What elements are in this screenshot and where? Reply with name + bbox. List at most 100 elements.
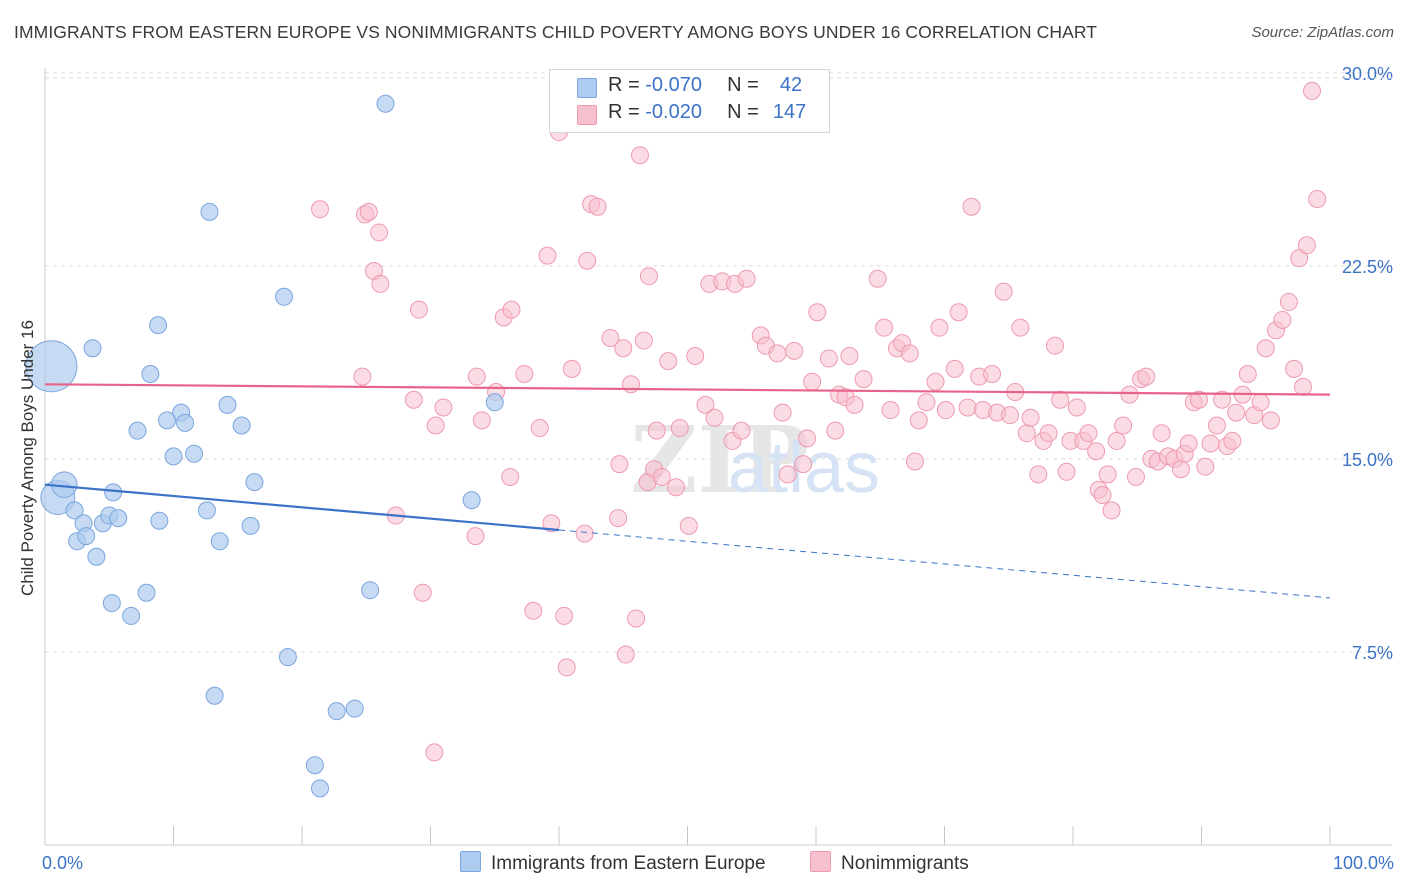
nonimmigrant-point: [737, 269, 756, 288]
nonimmigrant-point: [1223, 431, 1242, 450]
nonimmigrant-point: [1057, 462, 1076, 481]
nonimmigrant-point: [538, 246, 557, 265]
nonimmigrant-point: [1126, 467, 1145, 486]
nonimmigrant-point: [578, 251, 597, 270]
nonimmigrant-point: [705, 408, 724, 427]
nonimmigrant-point: [1285, 359, 1304, 378]
nonimmigrant-point: [659, 352, 678, 371]
nonimmigrant-point: [819, 349, 838, 368]
immigrant-point: [241, 516, 260, 535]
nonimmigrant-point: [983, 365, 1002, 383]
nonimmigrant-point: [515, 365, 534, 383]
nonimmigrant-point: [1308, 189, 1327, 208]
nonimmigrant-point: [840, 346, 859, 365]
nonimmigrant-point: [359, 202, 378, 221]
nonimmigrant-point: [1171, 460, 1190, 479]
immigrant-point: [77, 527, 96, 546]
immigrant-point: [462, 491, 481, 510]
nonimmigrant-point: [1261, 411, 1280, 430]
nonimmigrant-point: [1196, 457, 1215, 476]
nonimmigrant-point: [614, 339, 633, 358]
nonimmigrant-point: [501, 467, 520, 486]
nonimmigrant-point: [962, 197, 981, 216]
immigrant-point: [305, 756, 324, 775]
nonimmigrant-point: [310, 200, 329, 219]
legend-n-value: 42: [779, 74, 803, 96]
nonimmigrant-point: [639, 267, 658, 286]
immigrant-point: [176, 413, 195, 432]
immigrant-point: [275, 287, 294, 306]
nonimmigrant-point: [875, 318, 894, 337]
nonimmigrant-point: [425, 743, 444, 762]
nonimmigrant-point: [686, 346, 705, 365]
nonimmigrant-point: [555, 606, 574, 625]
nonimmigrant-point: [845, 395, 864, 414]
nonimmigrant-point: [426, 416, 445, 435]
nonimmigrant-point: [652, 467, 671, 486]
immigrant-point: [87, 547, 106, 566]
nonimmigrant-point: [936, 401, 955, 420]
immigrant-point: [200, 202, 219, 221]
legend-r-label: R =: [608, 74, 640, 96]
nonimmigrant-point: [634, 331, 653, 350]
nonimmigrant-point: [371, 274, 390, 293]
nonimmigrant-point: [666, 478, 685, 497]
nonimmigrant-point: [588, 197, 607, 216]
nonimmigrant-point: [1046, 336, 1065, 355]
nonimmigrant-point: [917, 393, 936, 412]
nonimmigrant-point: [467, 367, 486, 386]
legend-item-nonimmigrants: Nonimmigrants: [810, 851, 969, 875]
immigrant-point: [245, 473, 264, 492]
nonimmigrant-point: [803, 372, 822, 391]
nonimmigrant-point: [1107, 431, 1126, 450]
legend-swatch-blue: [577, 78, 597, 98]
immigrant-point: [104, 483, 123, 502]
immigrant-point: [327, 702, 346, 721]
legend-swatch-pink: [810, 851, 831, 872]
immigrant-point: [128, 421, 147, 440]
nonimmigrant-point: [798, 429, 817, 448]
immigrant-point: [278, 648, 297, 667]
legend-r-label: R =: [608, 101, 640, 123]
nonimmigrant-point: [601, 328, 620, 347]
legend-r-value: -0.020: [645, 101, 702, 123]
immigrant-point: [197, 501, 216, 520]
nonimmigrant-point: [868, 269, 887, 288]
y-tick-label: 15.0%: [1342, 450, 1393, 470]
immigrant-point: [232, 416, 251, 435]
nonimmigrant-point: [404, 390, 423, 409]
immigrant-point: [141, 365, 160, 383]
nonimmigrant-point: [1114, 416, 1133, 435]
immigrant-point: [83, 339, 102, 358]
nonimmigrant-point: [854, 370, 873, 389]
nonimmigrant-point: [557, 658, 576, 677]
immigrant-point: [164, 447, 183, 466]
nonimmigrant-point: [1079, 424, 1098, 443]
immigrant-trend-extension: [558, 529, 1331, 599]
nonimmigrant-point: [1297, 236, 1316, 255]
nonimmigrant-point: [1303, 81, 1322, 100]
immigrant-trend-line: [44, 483, 560, 532]
nonimmigrant-point: [466, 527, 485, 546]
chart-title: IMMIGRANTS FROM EASTERN EUROPE VS NONIMM…: [14, 22, 1098, 42]
immigrant-point: [149, 316, 168, 335]
nonimmigrant-point: [1001, 406, 1020, 425]
nonimmigrant-point: [732, 421, 751, 440]
x-axis-min-label: 0.0%: [42, 853, 84, 873]
nonimmigrant-point: [1227, 403, 1246, 422]
immigrant-point: [185, 444, 204, 463]
nonimmigrant-point: [524, 601, 543, 620]
nonimmigrant-point: [502, 300, 521, 319]
immigrant-point: [210, 532, 229, 551]
nonimmigrant-point: [616, 645, 635, 664]
nonimmigrant-point: [1021, 408, 1040, 427]
nonimmigrant-point: [670, 419, 689, 438]
nonimmigrant-point: [1039, 424, 1058, 443]
nonimmigrant-point: [773, 403, 792, 422]
nonimmigrant-point: [696, 395, 715, 414]
nonimmigrant-point: [1102, 501, 1121, 520]
immigrant-point: [218, 395, 237, 414]
nonimmigrant-point: [1189, 390, 1208, 409]
nonimmigrant-point: [1251, 393, 1270, 412]
nonimmigrant-point: [1098, 465, 1117, 484]
